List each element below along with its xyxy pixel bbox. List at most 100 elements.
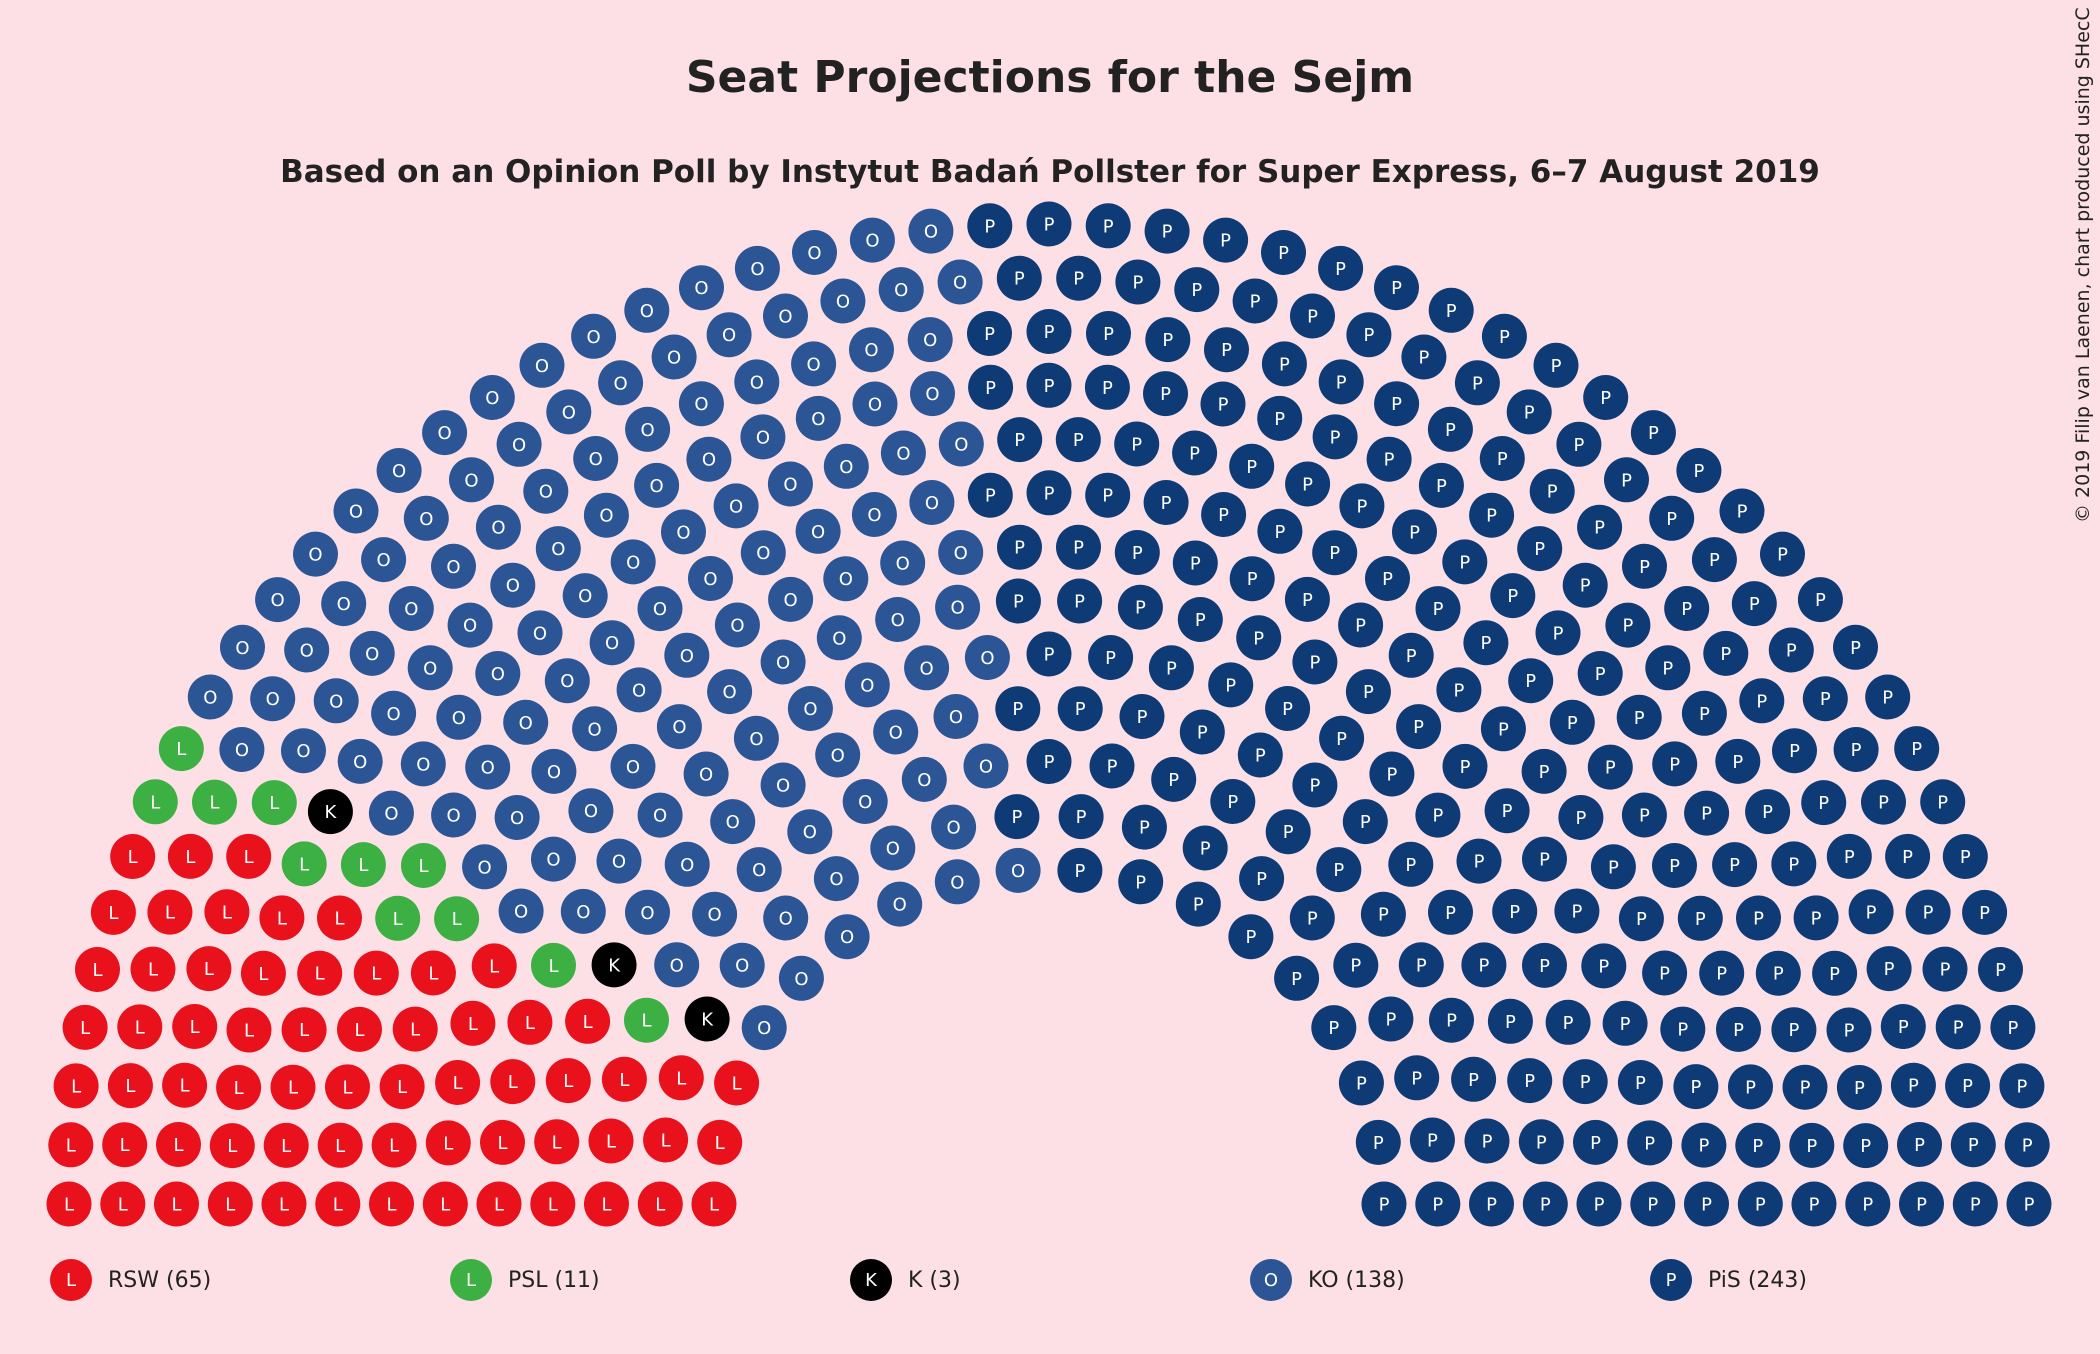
seat-pis: P (1232, 278, 1278, 324)
seat-dot (263, 1122, 309, 1168)
seat-letter: P (1962, 1076, 1973, 1097)
seat-dot (1735, 1122, 1781, 1168)
seat-letter: P (1882, 688, 1893, 709)
seat-rsw: L (637, 1181, 683, 1227)
seat-letter: O (491, 664, 505, 685)
seat-pis: P (1755, 950, 1801, 996)
seat-pis: P (1436, 667, 1482, 713)
seat-rsw: L (490, 1059, 536, 1105)
seat-letter: P (1551, 356, 1562, 377)
seat-letter: O (560, 671, 574, 692)
seat-pis: P (1484, 788, 1530, 834)
seat-dot (741, 1005, 787, 1051)
seat-dot (1676, 448, 1722, 493)
seat-letter: P (1850, 638, 1861, 659)
seat-dot (1261, 230, 1306, 275)
seat-ko: O (852, 381, 898, 427)
seat-letter: O (891, 610, 905, 631)
seat-letter: L (64, 1195, 74, 1216)
seat-ko: O (904, 645, 950, 691)
seat-pis: P (1890, 1062, 1936, 1108)
seat-letter: P (2007, 1018, 2018, 1039)
seat-letter: P (1773, 964, 1784, 985)
seat-dot (1318, 359, 1364, 405)
seat-dot (507, 999, 553, 1045)
seat-rsw: L (100, 1181, 146, 1227)
seat-pis: P (1143, 480, 1189, 525)
seat-letter: P (1482, 1132, 1493, 1153)
legend-swatch-ko: O (1250, 1259, 1292, 1301)
seat-pis: P (1177, 597, 1223, 642)
seat-ko: O (255, 577, 301, 623)
seat-dot (186, 946, 232, 992)
seat-dot (1415, 586, 1461, 632)
seat-pis: P (1681, 690, 1727, 736)
seat-dot (740, 414, 786, 460)
seat-rsw: L (369, 1181, 414, 1227)
seat-letter: P (1279, 354, 1290, 375)
seat-ko: O (333, 488, 379, 534)
seat-ko: O (431, 792, 477, 838)
seat-dot (643, 1117, 689, 1163)
seat-psl: L (251, 780, 297, 826)
seat-dot (494, 795, 540, 840)
seat-dot (1517, 526, 1563, 572)
seat-dot (997, 524, 1042, 570)
seat-dot (1479, 436, 1525, 481)
seat-ko: O (475, 504, 521, 550)
seat-ko: O (625, 889, 670, 935)
seat-pis: P (1318, 359, 1364, 405)
seat-ko: O (692, 891, 738, 937)
seat-ko: O (431, 543, 476, 589)
seat-letter: P (1698, 1136, 1709, 1157)
seat-dot (1771, 841, 1817, 887)
seat-letter: O (776, 653, 790, 674)
seat-ko: O (368, 790, 414, 836)
seat-ko: O (824, 914, 870, 960)
seat-dot (209, 1123, 255, 1169)
seat-rsw: L (315, 1181, 361, 1227)
seat-letter: O (917, 770, 931, 791)
seat-ko: O (361, 537, 407, 583)
seat-dot (498, 888, 544, 934)
seat-dot (824, 914, 870, 960)
seat-dot (1428, 889, 1473, 935)
legend-item-psl: L PSL (11) (450, 1258, 600, 1302)
seat-dot (410, 950, 456, 996)
legend-label-k: K (3) (908, 1267, 961, 1293)
seat-letter: O (464, 470, 478, 491)
seat-letter: P (1567, 713, 1578, 734)
seat-dot (683, 751, 729, 797)
seat-dot (337, 1006, 382, 1052)
seat-pis: P (1179, 709, 1225, 755)
seat-dot (132, 779, 178, 825)
seat-pis: P (1797, 577, 1843, 623)
seat-letter: P (1356, 1074, 1367, 1095)
seat-dot (1409, 1117, 1455, 1163)
seat-dot (1237, 732, 1283, 778)
seat-dot (1319, 715, 1365, 761)
seat-dot (100, 1181, 146, 1227)
seat-dot (596, 838, 642, 884)
seat-ko: O (787, 809, 833, 855)
seat-dot (1990, 1004, 2036, 1050)
seat-dot (1239, 856, 1285, 902)
seat-dot (1771, 1007, 1817, 1053)
seat-dot (475, 504, 521, 550)
seat-rsw: L (263, 1122, 309, 1168)
seat-ko: O (517, 610, 563, 656)
seat-rsw: L (507, 999, 553, 1045)
seat-pis: P (1719, 488, 1765, 534)
seat-dot (313, 678, 359, 724)
seat-dot (337, 738, 383, 784)
seat-pis: P (1319, 715, 1365, 761)
seat-dot (321, 581, 367, 627)
seat-rsw: L (325, 1064, 370, 1110)
seat-dot (1451, 1056, 1497, 1102)
seat-letter: P (1189, 444, 1200, 465)
seat-ko: O (937, 259, 983, 305)
seat-dot (598, 360, 644, 406)
seat-dot (1056, 255, 1102, 301)
seat-pis: P (996, 255, 1042, 301)
seat-dot (544, 658, 590, 704)
